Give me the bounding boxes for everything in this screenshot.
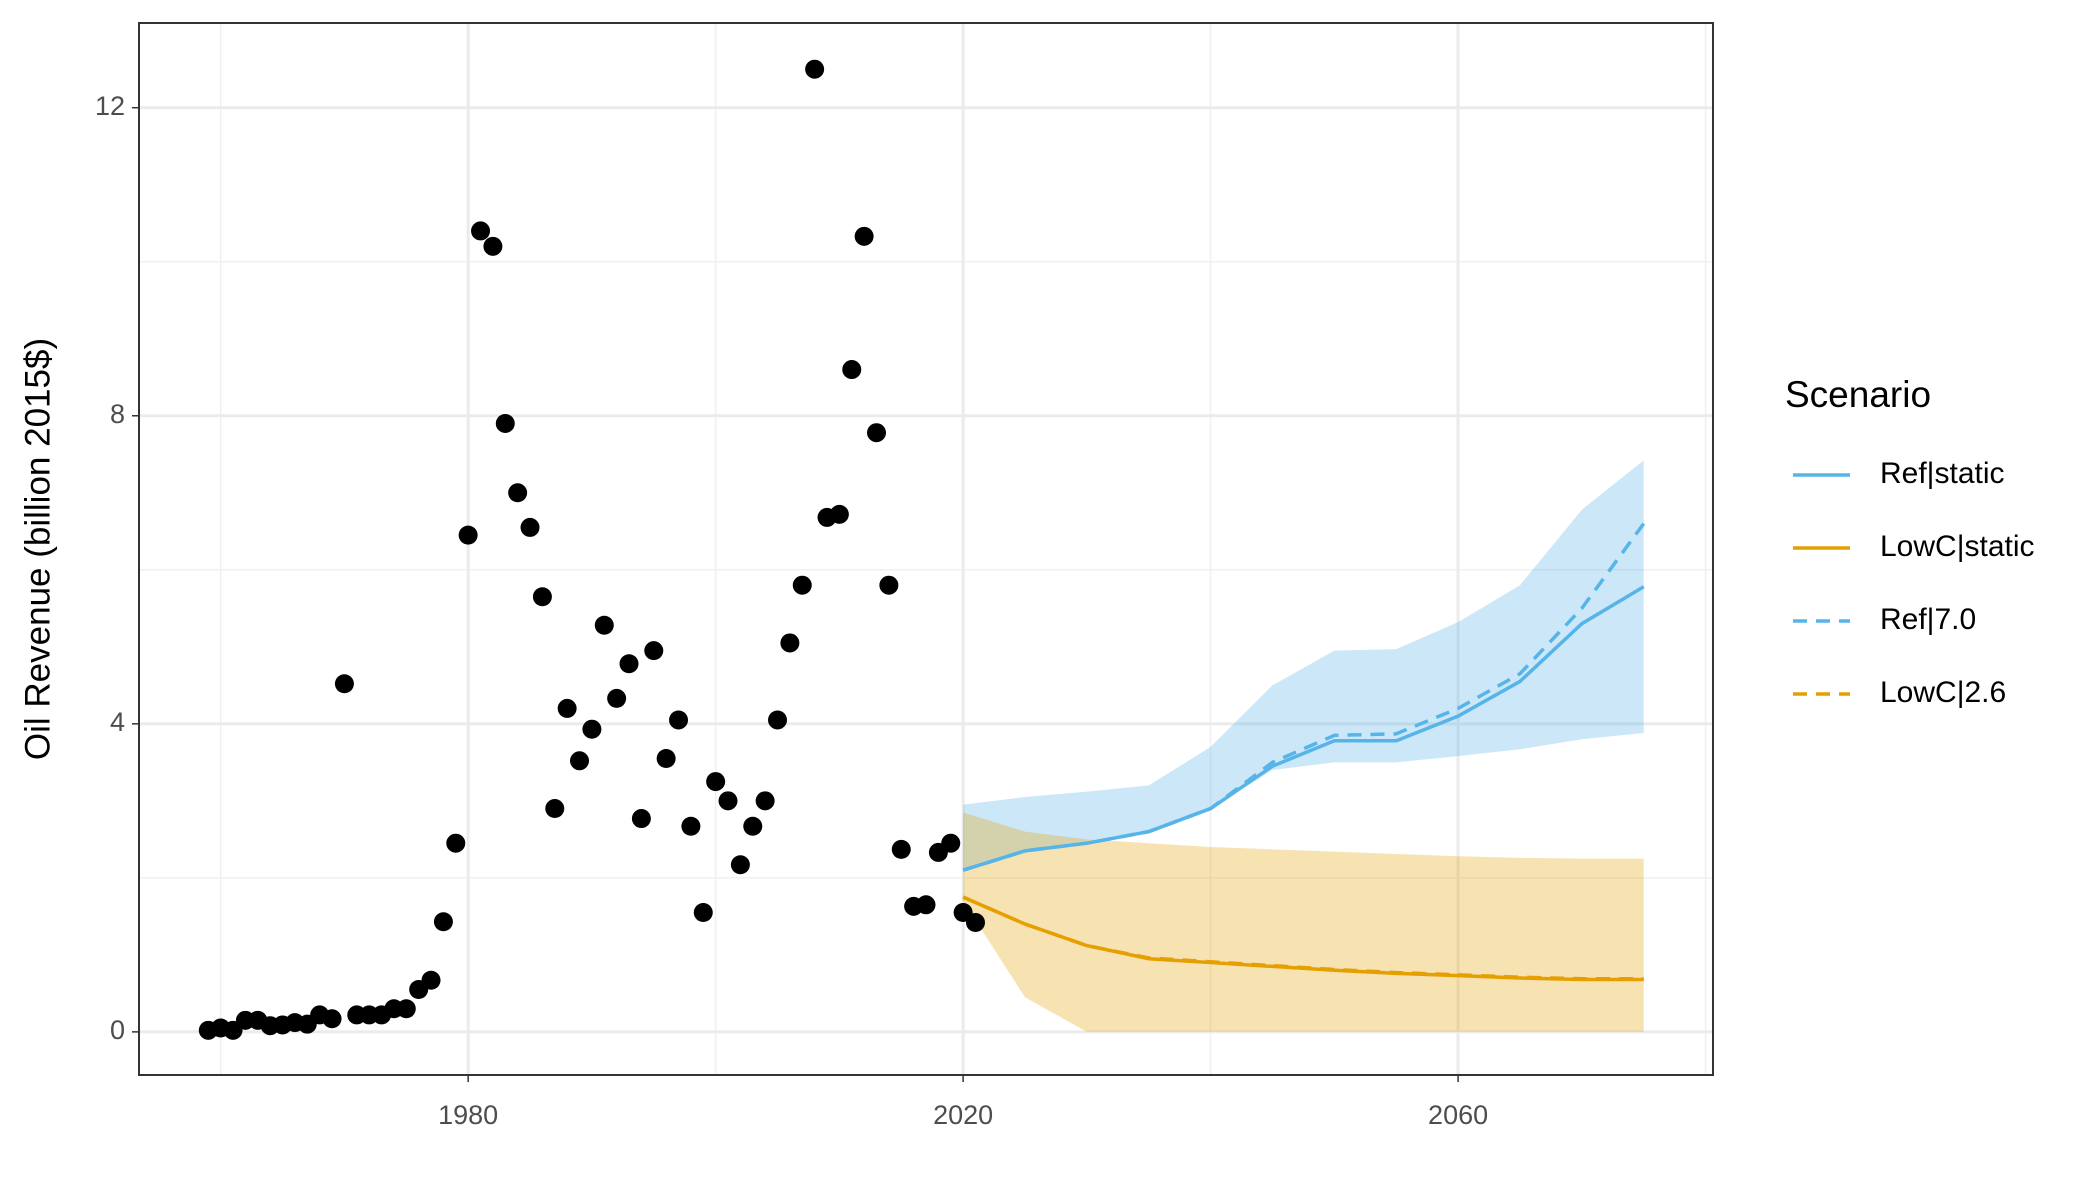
data-point xyxy=(780,633,800,653)
data-point xyxy=(879,575,899,595)
data-point xyxy=(656,748,676,768)
data-point xyxy=(607,688,627,708)
x-tick-label: 1980 xyxy=(438,1100,498,1130)
data-point xyxy=(594,615,614,635)
data-point xyxy=(446,833,466,853)
data-point xyxy=(693,903,713,923)
data-point xyxy=(755,791,775,811)
data-point xyxy=(768,710,788,730)
data-point xyxy=(421,970,441,990)
data-point xyxy=(891,839,911,859)
x-tick-label: 2060 xyxy=(1428,1100,1488,1130)
data-point xyxy=(829,504,849,524)
y-tick-label: 4 xyxy=(110,707,125,737)
data-point xyxy=(644,641,664,661)
data-point xyxy=(557,698,577,718)
data-point xyxy=(965,913,985,933)
data-point xyxy=(570,751,590,771)
data-point xyxy=(334,674,354,694)
data-point xyxy=(483,236,503,256)
data-point xyxy=(396,999,416,1019)
legend-title: Scenario xyxy=(1785,374,1931,415)
data-point xyxy=(706,772,726,792)
data-point xyxy=(792,575,812,595)
data-point xyxy=(718,791,738,811)
x-tick-label: 2020 xyxy=(933,1100,993,1130)
data-point xyxy=(582,719,602,739)
data-point xyxy=(545,799,565,819)
y-axis-title: Oil Revenue (billion 2015$) xyxy=(18,338,57,760)
legend-label: Ref|static xyxy=(1880,457,2005,490)
data-point xyxy=(631,809,651,829)
data-point xyxy=(619,654,639,674)
data-point xyxy=(520,517,540,537)
data-point xyxy=(743,816,763,836)
data-point xyxy=(854,226,874,246)
data-point xyxy=(532,587,552,607)
data-point xyxy=(805,59,825,79)
panel-border xyxy=(138,22,1714,1076)
y-tick-label: 8 xyxy=(110,399,125,429)
data-point xyxy=(842,360,862,380)
series-line xyxy=(962,522,1646,872)
y-tick-label: 12 xyxy=(95,91,125,121)
data-point xyxy=(867,423,887,443)
y-tick-label: 0 xyxy=(110,1015,125,1045)
data-point xyxy=(433,912,453,932)
uncertainty-band xyxy=(963,460,1644,871)
legend-label: LowC|2.6 xyxy=(1880,676,2006,709)
legend-label: LowC|static xyxy=(1880,530,2035,563)
data-point xyxy=(508,483,528,503)
data-point xyxy=(681,816,701,836)
data-point xyxy=(916,895,936,915)
data-point xyxy=(669,710,689,730)
series-line xyxy=(962,895,1644,981)
data-point xyxy=(495,413,515,433)
data-point xyxy=(941,833,961,853)
legend-label: Ref|7.0 xyxy=(1880,603,1976,636)
data-point xyxy=(458,525,478,545)
data-point xyxy=(471,221,491,241)
data-point xyxy=(322,1009,342,1029)
data-point xyxy=(730,855,750,875)
